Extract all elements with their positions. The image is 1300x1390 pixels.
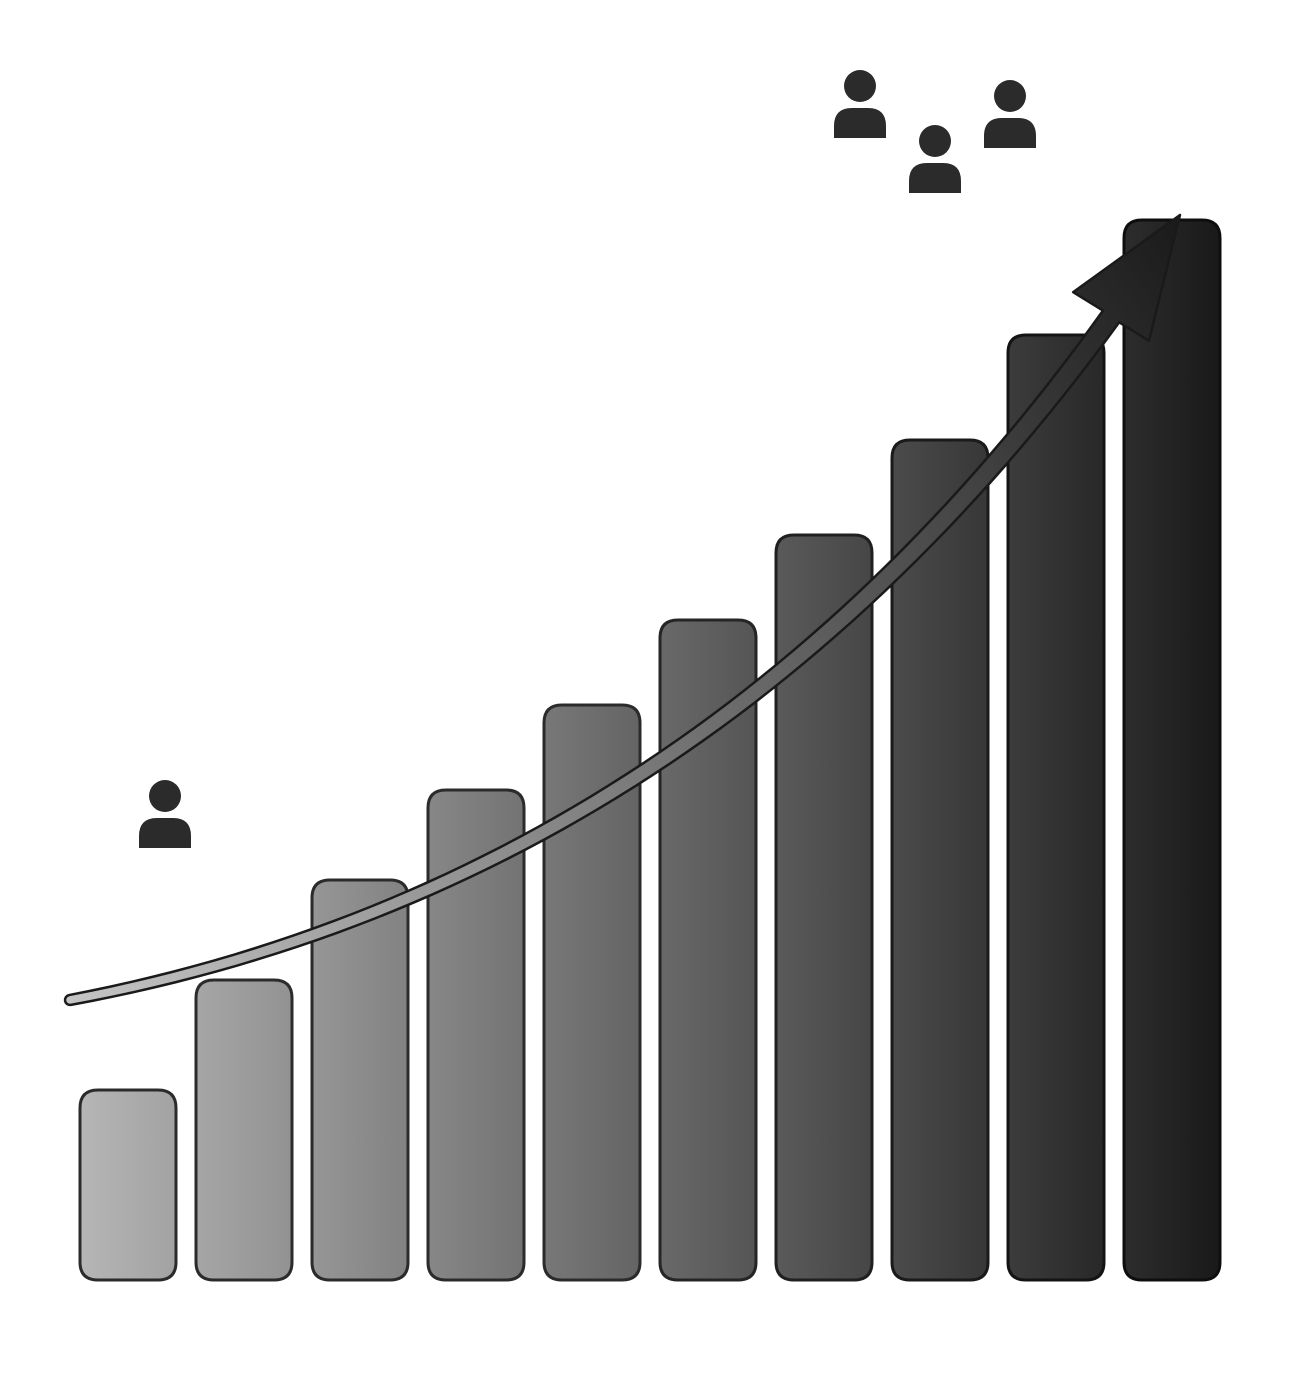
growth-chart xyxy=(0,0,1300,1390)
bar-2 xyxy=(196,980,292,1280)
bar-3 xyxy=(312,880,408,1280)
bar-1 xyxy=(80,1090,176,1280)
person-icon xyxy=(984,80,1036,148)
bar-10 xyxy=(1124,220,1220,1280)
person-icon xyxy=(139,780,191,848)
person-icon xyxy=(834,70,886,138)
person-icon xyxy=(909,125,961,193)
chart-svg xyxy=(0,0,1300,1390)
bar-9 xyxy=(1008,335,1104,1280)
